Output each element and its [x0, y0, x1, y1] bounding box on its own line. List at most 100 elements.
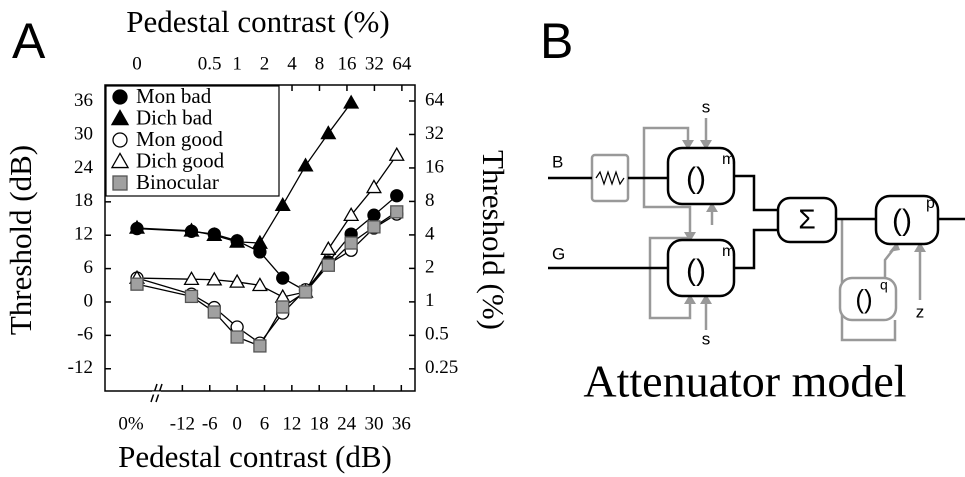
node-exponent: p: [926, 195, 935, 212]
input-label: B: [552, 152, 563, 171]
y-tick-label: 0: [84, 290, 94, 311]
point: [320, 125, 337, 140]
series-line: [191, 154, 398, 298]
legend-label: Dich bad: [136, 105, 213, 129]
y2-tick-label: 64: [425, 89, 445, 110]
parameter-label: s: [702, 329, 711, 348]
parameter-label: z: [916, 302, 925, 321]
panel-label: A: [12, 13, 46, 69]
arrowhead: [684, 232, 696, 242]
series-line: [136, 277, 192, 280]
resistor: [595, 170, 625, 186]
q-node-box: [838, 276, 898, 322]
black-wiring: [548, 146, 965, 298]
input-label: G: [552, 244, 565, 263]
wire: [648, 268, 692, 320]
x-tick-label: -12: [170, 413, 195, 434]
sum-node-box: [776, 196, 838, 244]
point: [251, 277, 268, 292]
x-axis-title: Pedestal contrast (dB): [118, 439, 392, 474]
point: [230, 330, 244, 344]
point: [276, 300, 290, 314]
y-tick-label: -6: [77, 324, 93, 345]
y2-tick-label: 1: [425, 290, 435, 311]
arrowhead: [700, 294, 712, 304]
legend-label: Mon bad: [136, 84, 212, 108]
point: [184, 289, 199, 304]
x2-tick-label: 16: [337, 53, 356, 74]
point: [321, 258, 335, 272]
legend-marker: [112, 89, 128, 105]
x-tick-label: 18: [310, 413, 329, 434]
series-line: [136, 283, 192, 298]
y2-tick-label: 0.25: [425, 357, 458, 378]
point: [207, 305, 221, 319]
m-node-box: [666, 146, 736, 206]
x-tick-label: 0: [232, 413, 242, 434]
point: [297, 157, 314, 172]
arrowhead: [914, 242, 926, 252]
legend-marker: [112, 132, 128, 148]
point: [229, 233, 246, 248]
y2-tick-label: 16: [425, 156, 444, 177]
y2-tick-label: 2: [425, 257, 435, 278]
point: [206, 227, 223, 242]
point: [251, 234, 268, 249]
node-label: (): [686, 254, 706, 287]
series-line: [136, 277, 192, 295]
x2-tick-label: 4: [287, 53, 297, 74]
legend-marker: [110, 152, 130, 169]
x2-tick-label: 0.5: [198, 53, 222, 74]
point: [298, 285, 313, 299]
plot-frame: [104, 84, 416, 392]
legend-label: Mon good: [136, 127, 223, 151]
y2-tick-label: 0.5: [425, 324, 449, 345]
point: [229, 273, 246, 288]
point: [344, 236, 358, 250]
wire: [734, 228, 778, 270]
node-exponent: m: [722, 151, 735, 168]
wire: [648, 236, 688, 268]
point: [128, 219, 146, 234]
parameter-label: s: [702, 97, 711, 116]
wire: [642, 178, 692, 238]
y2-tick-label: 32: [425, 123, 444, 144]
point: [276, 271, 290, 285]
panel-label: B: [540, 13, 573, 69]
x2-break-label: 0: [132, 53, 142, 74]
wire: [642, 126, 690, 178]
legend-marker: [112, 175, 128, 191]
x-break-label: 0%: [118, 413, 144, 434]
point: [183, 222, 200, 237]
y2-tick-label: 4: [425, 223, 435, 244]
point: [343, 94, 360, 109]
point: [367, 220, 381, 234]
x2-tick-label: 8: [315, 53, 325, 74]
point: [365, 179, 382, 194]
point: [183, 270, 200, 285]
point: [388, 146, 405, 161]
node-label: (): [855, 284, 872, 314]
node-label: Σ: [798, 203, 815, 234]
y-tick-label: 6: [84, 257, 94, 278]
legend-label: Binocular: [136, 170, 219, 194]
x-tick-label: 30: [364, 413, 383, 434]
series-line: [136, 227, 192, 232]
y-tick-label: 36: [74, 90, 93, 111]
node-label: (): [892, 204, 912, 237]
point: [130, 277, 144, 291]
wire: [840, 219, 897, 342]
y2-axis-title: Threshold (%): [476, 150, 511, 330]
x2-tick-label: 1: [232, 53, 242, 74]
y-axis-title: Threshold (dB): [3, 145, 38, 335]
m-node-box: [666, 238, 736, 298]
x2-tick-label: 32: [365, 53, 384, 74]
top-axis-title: Pedestal contrast (%): [126, 4, 389, 39]
legend-marker: [110, 109, 130, 126]
point: [320, 240, 337, 255]
node-label: (): [686, 162, 706, 195]
legend-label: Dich good: [136, 148, 225, 172]
node-exponent: q: [880, 277, 888, 293]
